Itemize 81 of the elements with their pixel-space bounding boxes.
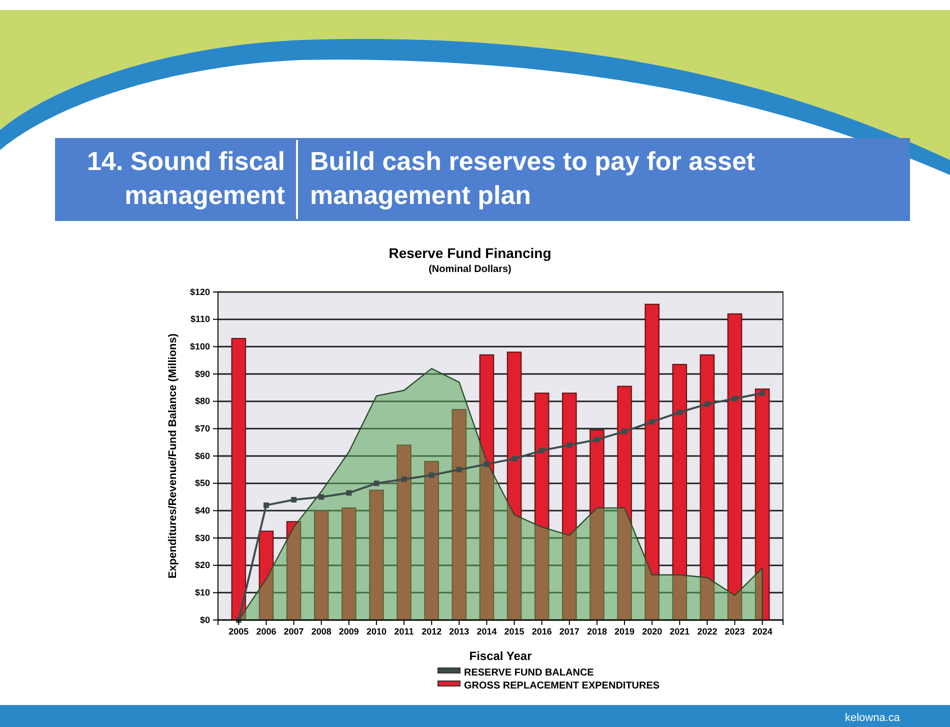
y-tick-label: $90	[194, 368, 210, 379]
point	[649, 419, 655, 425]
x-tick-label: 2010	[366, 626, 386, 636]
y-tick-label: $70	[194, 424, 210, 434]
text: 14. Sound fiscal management	[87, 146, 286, 210]
x-tick-label: 2016	[532, 626, 552, 636]
x-axis-title: Fiscal Year	[469, 649, 532, 663]
x-tick-label: 2009	[338, 626, 359, 636]
y-tick-label: $110	[190, 314, 210, 324]
bar	[672, 364, 688, 620]
bar	[617, 386, 632, 620]
point	[512, 456, 518, 462]
x-tick-label: 2008	[311, 626, 332, 636]
chart-subtitle: (Nominal Dollars)	[428, 264, 512, 275]
x-tick-label: 2013	[449, 626, 470, 636]
bar	[590, 430, 604, 620]
x-tick-label: 2012	[422, 626, 442, 636]
x-tick-label: 2007	[284, 626, 304, 636]
point	[704, 401, 710, 407]
bar	[231, 338, 246, 620]
y-tick-label: $100	[190, 342, 210, 352]
bar	[286, 521, 302, 620]
bar	[314, 510, 329, 620]
x-tick-label: 2015	[504, 626, 524, 636]
y-tick-label: $30	[194, 532, 210, 543]
x-tick-label: 2017	[559, 626, 580, 636]
bar	[479, 354, 494, 620]
x-tick-label: 2011	[394, 626, 414, 636]
chart-title: Reserve Fund Financing	[388, 245, 552, 261]
bar	[727, 313, 742, 620]
point	[760, 390, 766, 396]
bar	[754, 388, 770, 620]
bar	[452, 409, 467, 620]
point	[732, 396, 738, 402]
point	[622, 428, 628, 434]
point	[318, 494, 324, 500]
point	[374, 480, 380, 486]
point	[566, 442, 572, 448]
legend-label: GROSS REPLACEMENT EXPENDITURES	[464, 680, 660, 692]
bar	[258, 530, 274, 620]
x-tick-label: 2021	[670, 626, 690, 636]
point	[291, 496, 297, 502]
text: Build cash reserves to pay for asset management plan	[310, 146, 756, 210]
y-tick-label: $80	[194, 396, 210, 406]
legend-label: RESERVE FUND BALANCE	[464, 668, 594, 679]
bar	[369, 490, 384, 620]
point	[428, 472, 434, 478]
y-axis-title: Expenditures/Revenue/Fund Balance (Millions)	[167, 333, 179, 579]
y-tick-label: $50	[194, 478, 210, 488]
x-tick-label: 2014	[476, 626, 497, 636]
bar	[644, 304, 660, 620]
y-tick-label: $10	[194, 588, 210, 598]
x-tick-label: 2005	[228, 626, 249, 636]
x-tick-label: 2023	[724, 626, 745, 636]
point	[456, 466, 462, 472]
y-tick-label: $60	[194, 450, 210, 461]
bar	[342, 507, 356, 620]
bar	[700, 354, 715, 620]
point	[346, 490, 352, 496]
point	[676, 410, 682, 416]
y-tick-label: $0	[200, 614, 210, 625]
bar	[396, 444, 412, 620]
bar	[562, 392, 577, 620]
bar	[506, 352, 522, 620]
point	[401, 476, 407, 482]
x-tick-label: 2006	[256, 626, 276, 636]
bar	[424, 460, 439, 620]
point	[263, 502, 269, 508]
point	[539, 448, 545, 454]
y-tick-label: $120	[190, 286, 210, 297]
bar	[534, 392, 550, 620]
point	[594, 436, 600, 442]
y-tick-label: $40	[194, 506, 210, 516]
point	[484, 461, 490, 467]
x-tick-label: 2019	[614, 626, 635, 636]
x-tick-label: 2020	[642, 626, 662, 636]
x-tick-label: 2022	[697, 626, 718, 636]
y-tick-label: $20	[194, 560, 210, 570]
x-tick-label: 2018	[586, 626, 607, 636]
x-tick-label: 2024	[752, 626, 772, 636]
text: kelowna.ca	[844, 712, 901, 724]
